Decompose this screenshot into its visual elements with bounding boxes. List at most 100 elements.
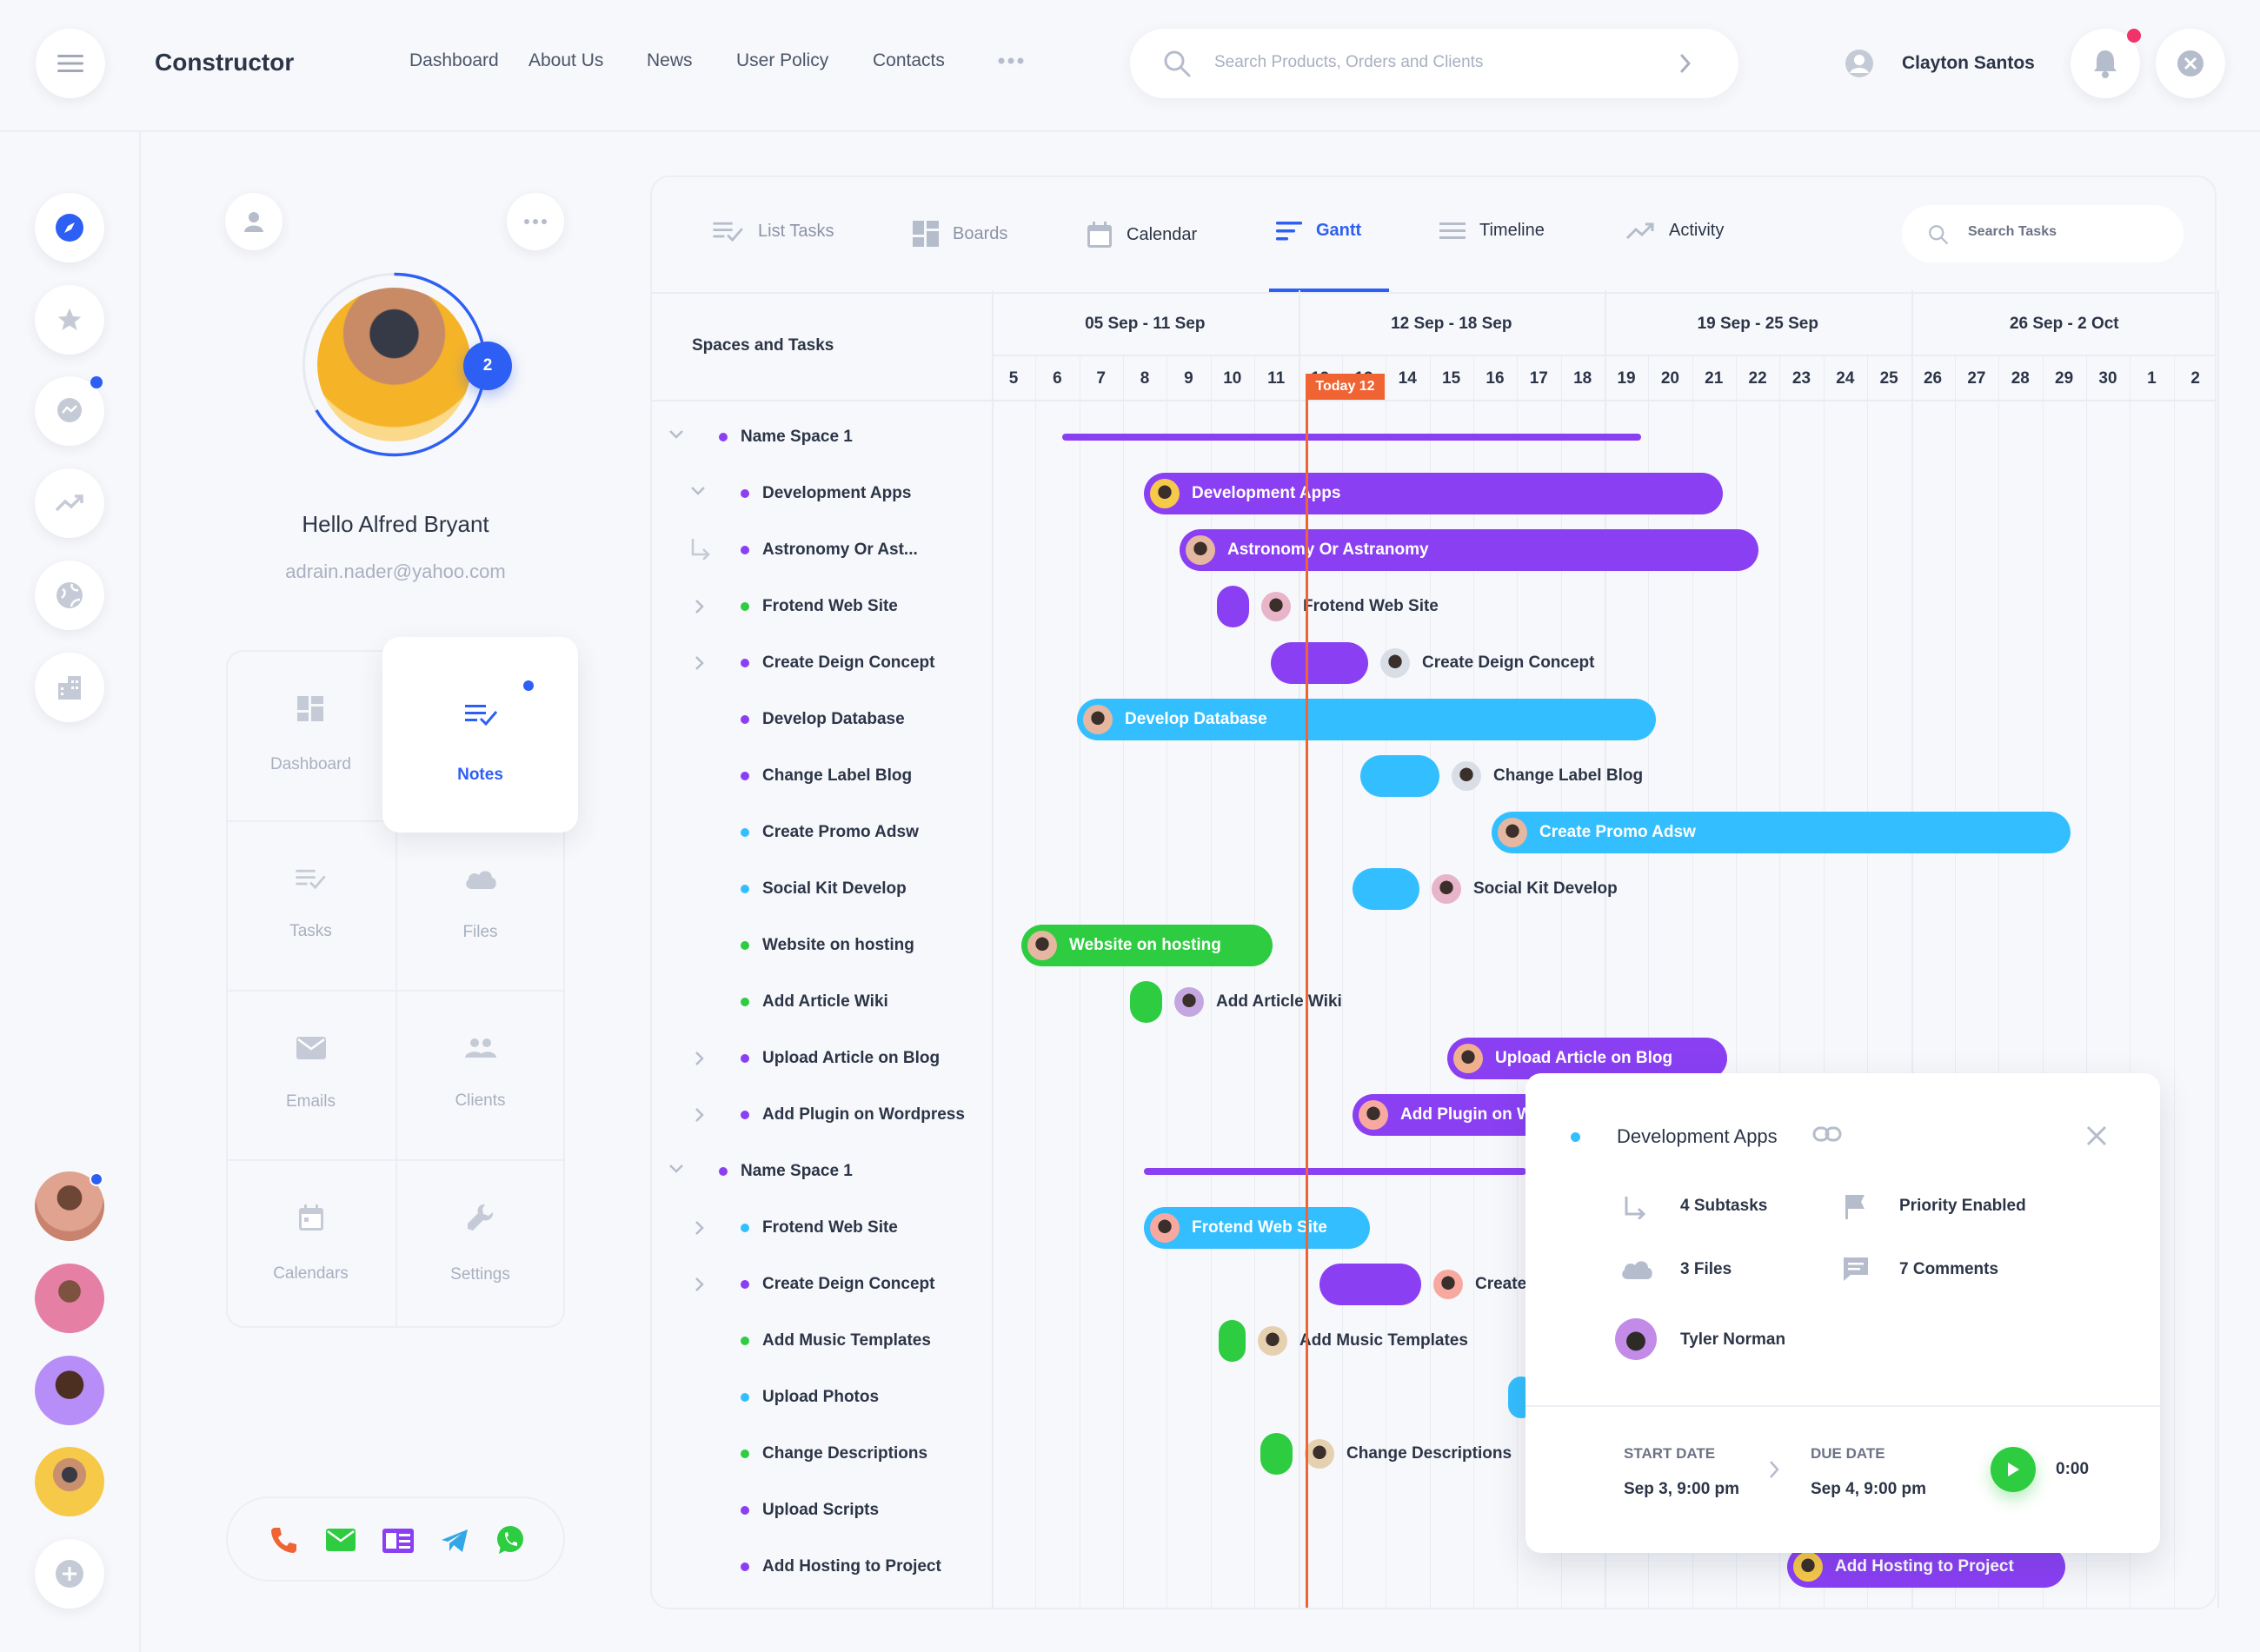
gantt-bar[interactable]: Add Plugin on W bbox=[1353, 1094, 1526, 1136]
gantt-bar[interactable]: Frotend Web Site bbox=[1144, 1207, 1370, 1249]
gantt-bar-label: Create Promo Adsw bbox=[1539, 823, 1696, 841]
chevron-right-icon[interactable] bbox=[695, 655, 705, 671]
close-icon[interactable] bbox=[2086, 1125, 2107, 1146]
nav-news[interactable]: News bbox=[647, 50, 693, 70]
nav-contacts[interactable]: Contacts bbox=[873, 50, 945, 70]
menu-button[interactable] bbox=[36, 29, 105, 98]
rail-globe-button[interactable] bbox=[35, 561, 104, 630]
tile-files[interactable]: Files bbox=[396, 819, 565, 989]
files-count[interactable]: 3 Files bbox=[1680, 1260, 1732, 1278]
more-nav-icon[interactable] bbox=[998, 57, 1024, 64]
tab-activity[interactable]: Activity bbox=[1625, 221, 1724, 241]
profile-button[interactable] bbox=[225, 193, 282, 250]
rail-favorites-button[interactable] bbox=[35, 285, 104, 355]
tile-dashboard[interactable]: Dashboard bbox=[226, 650, 396, 819]
nav-about-us[interactable]: About Us bbox=[528, 50, 604, 70]
gantt-bar[interactable] bbox=[1319, 1264, 1421, 1305]
tab-boards[interactable]: Boards bbox=[913, 221, 1007, 247]
profile-more-button[interactable] bbox=[507, 193, 564, 250]
gantt-bar[interactable] bbox=[1353, 868, 1419, 910]
contact-avatar[interactable] bbox=[35, 1264, 104, 1333]
whatsapp-icon[interactable] bbox=[495, 1525, 525, 1555]
assignee-name[interactable]: Tyler Norman bbox=[1680, 1330, 1786, 1349]
gantt-bar[interactable]: Develop Database bbox=[1077, 699, 1656, 740]
close-circle-icon bbox=[2177, 50, 2204, 77]
rail-analytics-button[interactable] bbox=[35, 468, 104, 538]
tab-list-tasks[interactable]: List Tasks bbox=[713, 221, 834, 242]
chevron-down-icon[interactable] bbox=[668, 1164, 684, 1174]
chevron-right-icon[interactable] bbox=[695, 1220, 705, 1236]
chevron-right-icon[interactable] bbox=[695, 599, 705, 614]
timeline-icon bbox=[1439, 222, 1466, 240]
tile-calendars[interactable]: Calendars bbox=[226, 1158, 396, 1328]
comments-count[interactable]: 7 Comments bbox=[1899, 1260, 1999, 1278]
task-search-input[interactable]: Search Tasks bbox=[1968, 224, 2057, 239]
gantt-bar[interactable]: Add Hosting to Project bbox=[1787, 1546, 2065, 1588]
contact-avatar[interactable] bbox=[35, 1356, 104, 1425]
gantt-icon bbox=[1276, 221, 1302, 241]
rail-buildings-button[interactable] bbox=[35, 653, 104, 722]
tab-calendar[interactable]: Calendar bbox=[1087, 221, 1197, 249]
subtask-arrow-icon[interactable] bbox=[689, 537, 712, 560]
gantt-bar[interactable] bbox=[1360, 755, 1439, 797]
avatar[interactable] bbox=[317, 288, 471, 441]
chevron-right-icon[interactable] bbox=[695, 1107, 705, 1123]
gantt-bar[interactable] bbox=[1219, 1320, 1246, 1362]
chevron-right-icon[interactable] bbox=[695, 1051, 705, 1066]
tab-label: Gantt bbox=[1316, 221, 1362, 240]
gantt-bar[interactable]: Astronomy Or Astranomy bbox=[1180, 529, 1758, 571]
tile-tasks[interactable]: Tasks bbox=[226, 819, 396, 989]
email-icon[interactable] bbox=[326, 1529, 356, 1551]
tile-emails[interactable]: Emails bbox=[226, 989, 396, 1158]
gantt-bar[interactable] bbox=[1271, 642, 1368, 684]
task-search[interactable]: Search Tasks bbox=[1902, 205, 2184, 262]
chevron-right-icon[interactable] bbox=[695, 1277, 705, 1292]
active-tab-indicator bbox=[1269, 289, 1389, 292]
user-name[interactable]: Clayton Santos bbox=[1902, 53, 2035, 73]
assignee-avatar bbox=[1083, 705, 1113, 734]
close-app-button[interactable] bbox=[2156, 29, 2225, 98]
search-input[interactable]: Search Products, Orders and Clients bbox=[1214, 53, 1484, 71]
link-icon[interactable] bbox=[1812, 1125, 1842, 1143]
chevron-down-icon[interactable] bbox=[668, 429, 684, 440]
assignee-avatar[interactable] bbox=[1615, 1318, 1657, 1360]
chevron-down-icon[interactable] bbox=[690, 486, 706, 496]
tile-notes[interactable]: Notes bbox=[382, 637, 578, 833]
tile-clients[interactable]: Clients bbox=[396, 989, 565, 1158]
gantt-bar[interactable]: Website on hosting bbox=[1021, 925, 1273, 966]
phone-icon[interactable] bbox=[269, 1526, 297, 1554]
priority-status[interactable]: Priority Enabled bbox=[1899, 1197, 2026, 1215]
flag-icon bbox=[1844, 1193, 1866, 1219]
add-contact-button[interactable] bbox=[35, 1539, 104, 1609]
tile-label: Settings bbox=[450, 1264, 510, 1284]
global-search[interactable]: Search Products, Orders and Clients bbox=[1130, 29, 1738, 98]
start-date-value[interactable]: Sep 3, 9:00 pm bbox=[1624, 1480, 1740, 1498]
news-icon[interactable] bbox=[382, 1529, 414, 1553]
contact-avatar[interactable] bbox=[35, 1447, 104, 1516]
calendar-icon bbox=[1087, 221, 1113, 249]
telegram-icon[interactable] bbox=[441, 1529, 469, 1553]
gantt-bar[interactable] bbox=[1130, 981, 1162, 1023]
tab-label: Boards bbox=[953, 223, 1008, 243]
tile-settings[interactable]: Settings bbox=[396, 1158, 565, 1328]
chevron-right-icon[interactable] bbox=[1679, 53, 1692, 74]
rail-explore-button[interactable] bbox=[35, 193, 104, 262]
user-avatar-icon[interactable] bbox=[1845, 49, 1874, 78]
nav-user-policy[interactable]: User Policy bbox=[736, 50, 829, 70]
gantt-bar[interactable] bbox=[1260, 1433, 1293, 1475]
boards-icon bbox=[913, 221, 939, 247]
notifications-button[interactable] bbox=[2071, 29, 2141, 98]
tab-gantt[interactable]: Gantt bbox=[1276, 221, 1361, 241]
gantt-bar[interactable]: Create Promo Adsw bbox=[1492, 812, 2071, 853]
gantt-bar[interactable]: Upload Article on Blog bbox=[1447, 1038, 1727, 1079]
start-timer-button[interactable] bbox=[1991, 1447, 2036, 1492]
tab-timeline[interactable]: Timeline bbox=[1439, 221, 1545, 241]
gantt-bar[interactable]: Development Apps bbox=[1144, 473, 1723, 514]
due-date-value[interactable]: Sep 4, 9:00 pm bbox=[1811, 1480, 1927, 1498]
subtasks-count[interactable]: 4 Subtasks bbox=[1680, 1197, 1768, 1215]
tile-label: Clients bbox=[455, 1091, 506, 1110]
contact-avatar[interactable] bbox=[35, 1171, 104, 1241]
nav-dashboard[interactable]: Dashboard bbox=[409, 50, 499, 70]
rail-messenger-button[interactable] bbox=[35, 376, 104, 446]
gantt-bar[interactable] bbox=[1217, 586, 1249, 627]
